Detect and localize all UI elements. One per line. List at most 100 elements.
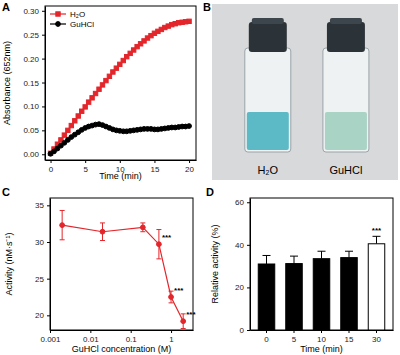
vial-glass <box>323 48 369 152</box>
vial-cap-top <box>252 18 284 24</box>
series-line <box>51 21 190 153</box>
tick-mark <box>42 59 45 60</box>
tick-mark <box>51 160 52 163</box>
vial-cap-top <box>330 18 362 24</box>
tick: 0.20 <box>23 55 45 64</box>
tick-label: 20 <box>235 283 244 292</box>
error-bar-part <box>345 251 353 252</box>
panel-label: D <box>206 186 214 198</box>
plot-frame <box>45 6 196 160</box>
legend-marker <box>56 12 60 16</box>
tick-mark <box>294 330 295 333</box>
vial <box>323 18 369 152</box>
error-bar <box>345 251 353 257</box>
tick-mark <box>120 160 121 163</box>
tick-label: 0 <box>240 326 245 335</box>
error-bar <box>156 230 161 259</box>
error-bar-part <box>100 240 105 241</box>
tick: 60 <box>235 198 250 207</box>
marker <box>97 87 101 91</box>
error-bar <box>263 255 271 264</box>
annotation: *** <box>372 226 382 235</box>
error-bar-part <box>156 229 161 230</box>
tick-label: 60 <box>235 198 244 207</box>
tick: 0 <box>240 326 250 335</box>
plot-frame <box>250 198 393 330</box>
tick: 0 <box>264 330 269 344</box>
tick-label: 20 <box>185 165 194 174</box>
tick-mark <box>47 242 50 243</box>
tick-mark <box>247 287 250 288</box>
marker <box>73 119 77 123</box>
tick-mark <box>47 205 50 206</box>
tick-mark <box>42 130 45 131</box>
legend-label: H₂O <box>70 10 85 19</box>
tick: 0.05 <box>23 126 45 135</box>
tick-mark <box>376 330 377 333</box>
vial-label: GuHCl <box>329 164 362 176</box>
error-bar-part <box>181 328 186 329</box>
vial-cap <box>249 22 287 52</box>
tick: 30 <box>35 238 50 247</box>
tick-label: 0 <box>49 165 54 174</box>
axis-line <box>51 330 194 331</box>
tick-mark <box>85 160 86 163</box>
error-bar <box>169 291 174 303</box>
tick-label: 10 <box>317 335 326 344</box>
y-axis: 0204060 <box>235 198 250 335</box>
error-bar <box>181 314 186 329</box>
tick-mark <box>42 106 45 107</box>
figure: 051015200.000.050.100.150.200.250.30H₂OG… <box>0 0 400 355</box>
tick-label: 0.05 <box>23 126 39 135</box>
tick-mark <box>247 330 250 331</box>
bar <box>368 244 385 330</box>
tick-label: 25 <box>35 275 44 284</box>
axis-line <box>45 7 46 161</box>
marker <box>62 133 66 137</box>
tick: 0.01 <box>83 330 99 344</box>
bar <box>286 264 303 330</box>
tick-label: 0.15 <box>23 79 39 88</box>
x-axis: 0.0010.010.11 <box>40 330 193 344</box>
tick: 0.001 <box>40 330 61 344</box>
error-bar-part <box>156 258 161 259</box>
tick-label: 30 <box>35 238 44 247</box>
tick-mark <box>321 330 322 333</box>
vial-liquid <box>325 112 367 150</box>
marker <box>140 225 145 230</box>
tick-mark <box>171 330 172 333</box>
tick-label: 0.00 <box>23 150 39 159</box>
tick: 30 <box>372 330 381 344</box>
photo <box>212 4 398 180</box>
tick: 20 <box>35 311 50 320</box>
tick: 20 <box>235 283 250 292</box>
tick-mark <box>349 330 350 333</box>
annotation: *** <box>174 286 184 295</box>
tick: 0.30 <box>23 7 45 16</box>
marker <box>60 223 65 228</box>
error-bar-part <box>318 251 326 252</box>
tick-label: 0.20 <box>23 55 39 64</box>
tick-mark <box>247 245 250 246</box>
tick: 0 <box>49 160 54 174</box>
annotation: *** <box>186 310 196 319</box>
y-axis: 20253035 <box>35 199 50 331</box>
series-line <box>62 225 183 321</box>
tick-mark <box>47 279 50 280</box>
error-bar-part <box>140 222 145 223</box>
tick-mark <box>154 160 155 163</box>
marker <box>187 19 191 23</box>
marker <box>187 124 192 129</box>
tick-label: 0.25 <box>23 31 39 40</box>
tick-mark <box>90 330 91 333</box>
marker <box>169 295 174 300</box>
panel-label: C <box>2 186 10 198</box>
y-axis-title: Activity (nM·s⁻¹) <box>4 233 14 296</box>
y-axis: 0.000.050.100.150.200.250.30 <box>23 7 45 161</box>
series-line <box>51 124 190 154</box>
tick-label: 30 <box>372 335 381 344</box>
tick: 10 <box>317 330 326 344</box>
tick-label: 15 <box>150 165 159 174</box>
error-bar-part <box>140 231 145 232</box>
tick: 0.1 <box>126 330 138 344</box>
